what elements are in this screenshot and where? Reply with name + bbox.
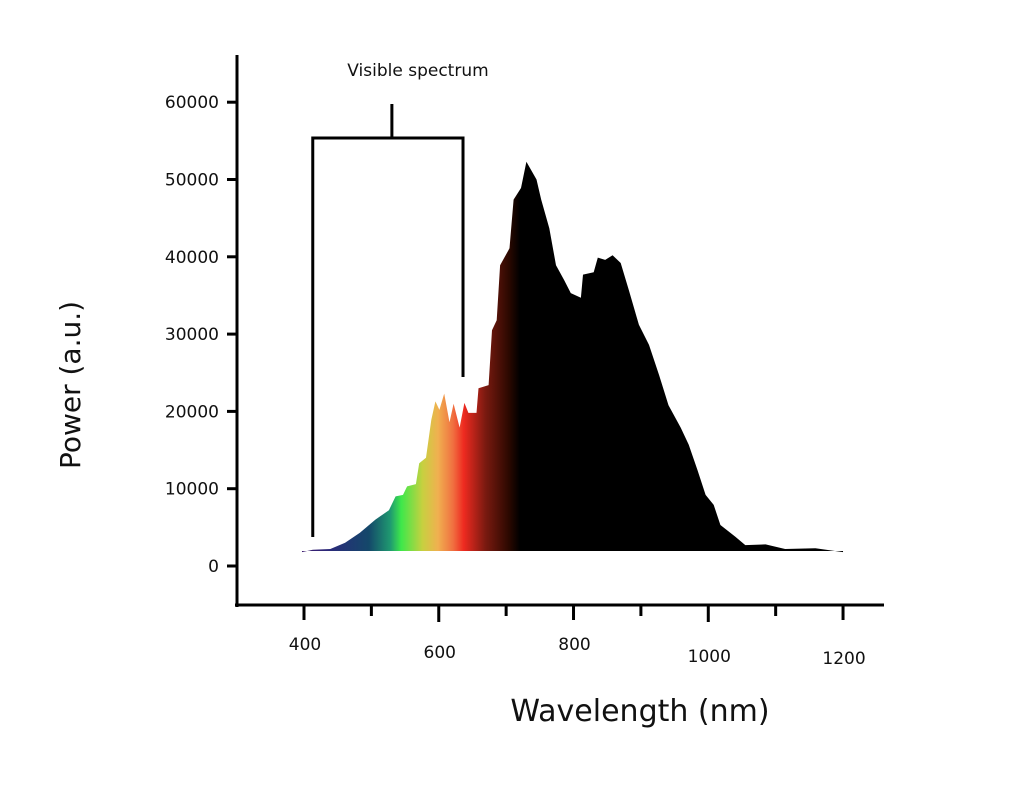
x-tick-label: 1200 xyxy=(822,649,865,669)
x-axis-label: Wavelength (nm) xyxy=(510,694,769,729)
visible-spectrum-bracket xyxy=(311,104,465,537)
spectrum-area xyxy=(301,161,844,553)
y-tick-label: 30000 xyxy=(165,325,219,345)
y-tick-label: 0 xyxy=(208,557,219,577)
y-axis-label: Power (a.u.) xyxy=(54,301,87,469)
y-tick-label: 40000 xyxy=(165,248,219,268)
x-tick-label: 600 xyxy=(424,643,456,663)
x-tick-label: 400 xyxy=(289,635,321,655)
x-tick-label: 800 xyxy=(558,635,590,655)
y-tick-label: 50000 xyxy=(165,171,219,191)
annotation-label: Visible spectrum xyxy=(347,61,488,81)
x-tick-label: 1000 xyxy=(688,647,731,667)
y-tick-label: 60000 xyxy=(165,93,219,113)
y-tick-label: 20000 xyxy=(165,402,219,422)
y-tick-label: 10000 xyxy=(165,480,219,500)
